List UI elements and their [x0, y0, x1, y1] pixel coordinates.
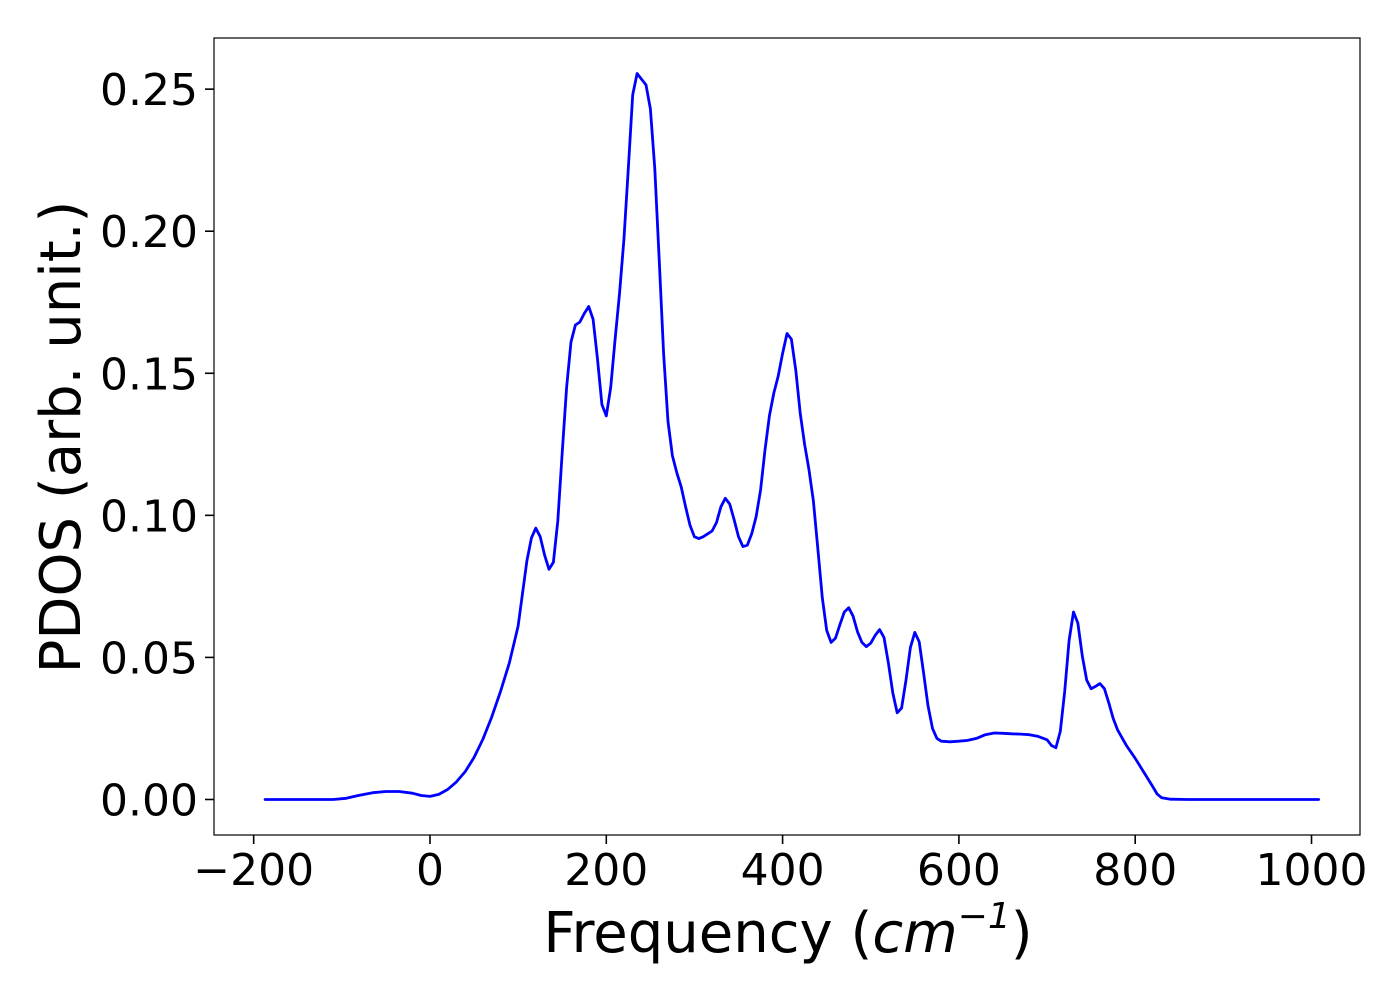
- x-tick-label: 200: [564, 845, 648, 896]
- y-tick-label: 0.10: [100, 491, 198, 542]
- axis-ticks: −200 0 200 400 600 800 1000 0.00 0.05 0.10 0.15 0.2…: [100, 65, 1367, 896]
- plot-frame: [213, 37, 1361, 836]
- y-tick-label: 0.05: [100, 633, 198, 684]
- x-axis-title-text: Frequency (: [543, 901, 872, 966]
- x-axis-title: Frequency (cm−1): [543, 896, 1032, 966]
- x-tick-label: 0: [416, 845, 444, 896]
- plot-area: [213, 37, 1361, 836]
- x-tick-label: 1000: [1256, 845, 1368, 896]
- y-tick-label: 0.15: [100, 349, 198, 400]
- y-tick-label: 0.25: [100, 65, 198, 116]
- y-tick-label: 0.00: [100, 775, 198, 826]
- x-tick-label: 400: [741, 845, 825, 896]
- x-axis-title-unit: cm: [872, 901, 957, 966]
- y-axis-title: PDOS (arb. unit.): [29, 201, 94, 674]
- x-tick-label: 600: [917, 845, 1001, 896]
- x-axis-title-exponent: −1: [958, 896, 1011, 937]
- x-tick-label: −200: [193, 845, 314, 896]
- x-tick-label: 800: [1093, 845, 1177, 896]
- y-tick-label: 0.20: [100, 207, 198, 258]
- x-axis-title-close: ): [1011, 901, 1033, 966]
- series-line-0: [263, 72, 1320, 801]
